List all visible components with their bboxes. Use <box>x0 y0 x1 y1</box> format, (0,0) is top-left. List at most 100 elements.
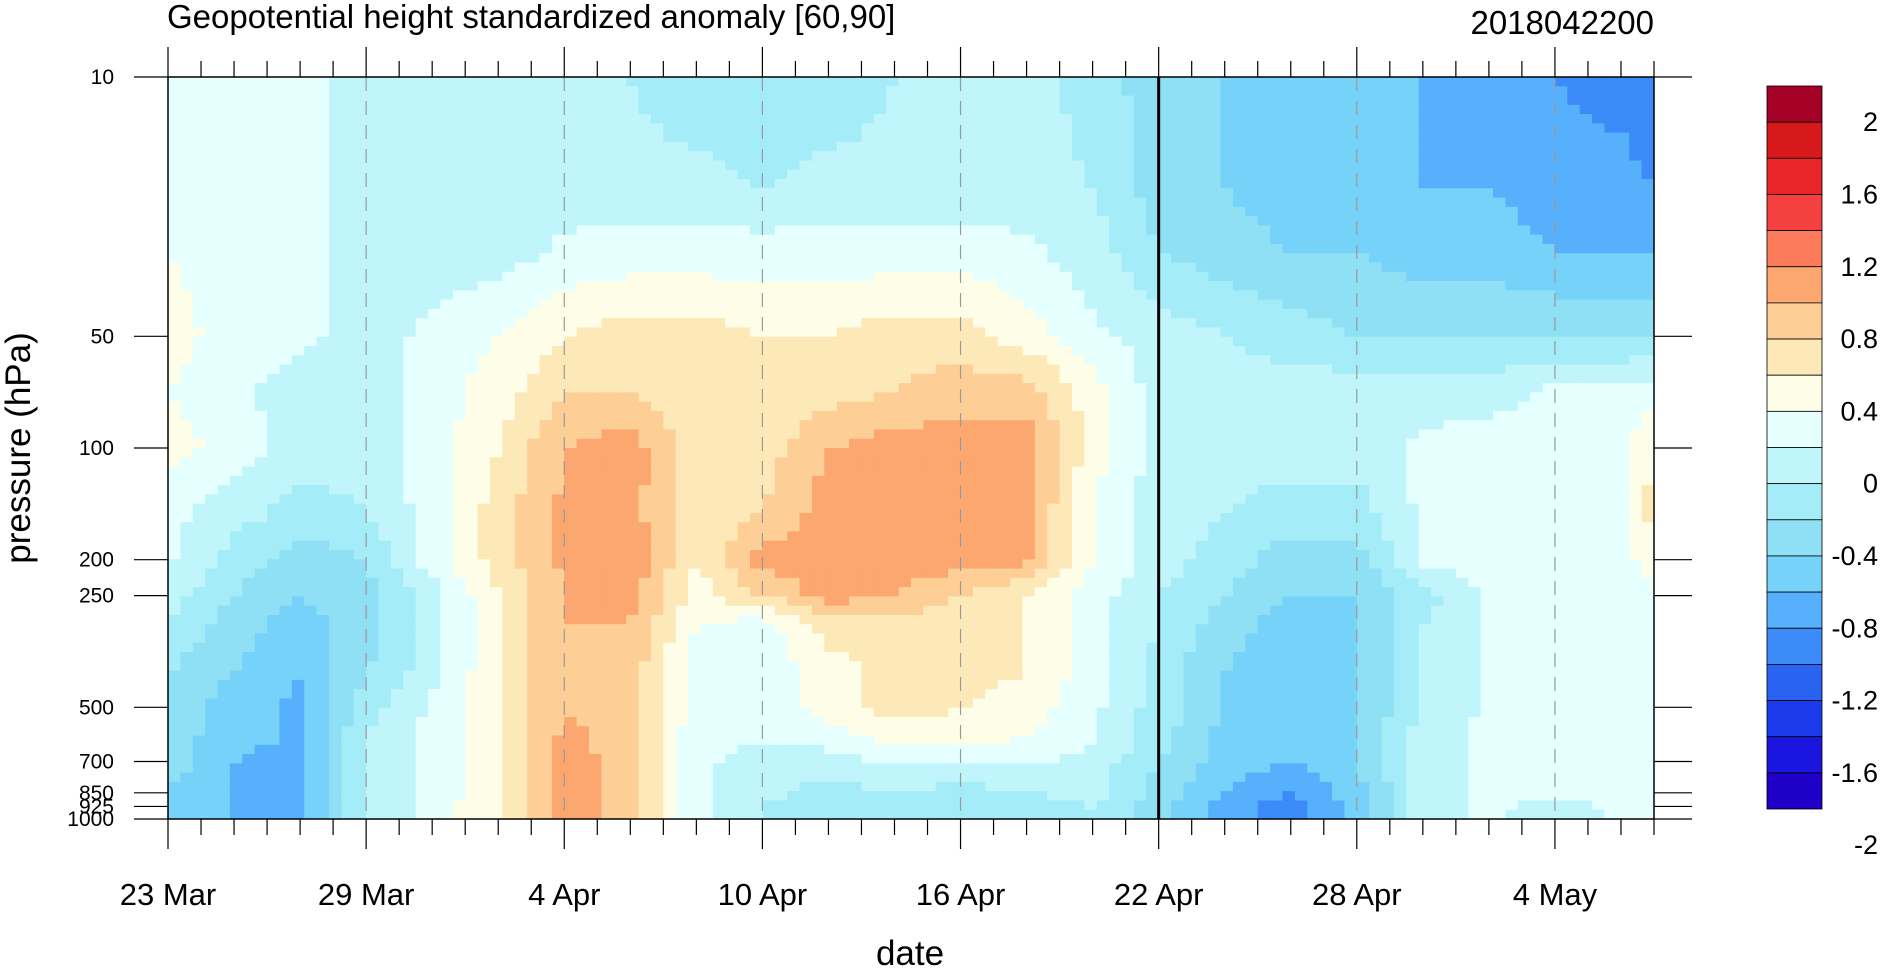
field-cell <box>948 169 962 180</box>
field-cell <box>1443 438 1457 449</box>
field-cell <box>576 169 590 180</box>
field-cell <box>254 318 268 329</box>
field-cell <box>1047 318 1061 329</box>
field-cell <box>1022 345 1036 356</box>
field-cell <box>242 345 256 356</box>
field-cell <box>1133 410 1147 421</box>
field-cell <box>551 197 565 208</box>
field-cell <box>787 197 801 208</box>
field-cell <box>1245 123 1259 134</box>
field-cell <box>1505 141 1519 152</box>
field-cell <box>774 364 788 375</box>
field-cell <box>638 429 652 440</box>
field-cell <box>1542 448 1556 458</box>
field-cell <box>712 123 726 134</box>
field-cell <box>849 225 863 236</box>
field-cell <box>1183 410 1197 421</box>
field-cell <box>1393 429 1407 440</box>
field-cell <box>700 253 714 264</box>
field-cell <box>601 132 615 143</box>
field-cell <box>1245 95 1259 106</box>
field-cell <box>898 401 912 412</box>
field-cell <box>601 114 615 124</box>
field-cell <box>1245 243 1259 254</box>
field-cell <box>985 429 999 440</box>
field-cell <box>1195 104 1209 115</box>
field-cell <box>1010 77 1024 87</box>
field-cell <box>1443 355 1457 366</box>
field-cell <box>1208 355 1222 366</box>
field-cell <box>428 299 442 310</box>
field-cell <box>886 243 900 254</box>
field-cell <box>774 438 788 449</box>
field-cell <box>341 420 355 431</box>
field-cell <box>1158 114 1172 124</box>
field-cell <box>589 262 603 273</box>
field-cell <box>787 457 801 468</box>
field-cell <box>601 151 615 162</box>
field-cell <box>551 410 565 421</box>
field-cell <box>192 169 206 180</box>
field-cell <box>1059 392 1073 403</box>
field-cell <box>1356 383 1370 393</box>
field-cell <box>1431 243 1445 254</box>
field-cell <box>452 188 466 199</box>
field-cell <box>737 225 751 236</box>
field-cell <box>1034 290 1048 301</box>
field-cell <box>873 114 887 124</box>
field-cell <box>353 216 367 226</box>
field-cell <box>1220 308 1234 319</box>
field-cell <box>514 420 528 431</box>
field-cell <box>316 179 330 189</box>
field-cell <box>861 336 875 347</box>
field-cell <box>576 197 590 208</box>
field-cell <box>1307 318 1321 329</box>
field-cell <box>700 243 714 254</box>
field-cell <box>1579 355 1593 366</box>
field-cell <box>390 179 404 189</box>
field-cell <box>886 373 900 384</box>
field-cell <box>539 262 553 273</box>
field-cell <box>688 281 702 291</box>
field-cell <box>638 151 652 162</box>
field-cell <box>1232 373 1246 384</box>
field-cell <box>1468 355 1482 366</box>
field-cell <box>898 420 912 431</box>
field-cell <box>489 77 503 87</box>
field-cell <box>465 345 479 356</box>
field-cell <box>1604 234 1618 245</box>
field-cell <box>1431 262 1445 273</box>
field-cell <box>700 169 714 180</box>
field-cell <box>1406 448 1420 458</box>
field-cell <box>675 271 689 282</box>
field-cell <box>1579 104 1593 115</box>
field-cell <box>1109 355 1123 366</box>
field-cell <box>477 77 491 87</box>
field-cell <box>1294 206 1308 217</box>
field-cell <box>985 373 999 384</box>
field-cell <box>1641 188 1654 199</box>
field-cell <box>366 253 380 264</box>
field-cell <box>1109 216 1123 226</box>
field-cell <box>1381 327 1395 338</box>
field-cell <box>1257 123 1271 134</box>
field-cell <box>1133 262 1147 273</box>
field-cell <box>811 243 825 254</box>
field-cell <box>613 234 627 245</box>
field-cell <box>1592 95 1606 106</box>
field-cell <box>489 114 503 124</box>
field-cell <box>997 401 1011 412</box>
field-cell <box>378 216 392 226</box>
field-cell <box>390 197 404 208</box>
field-cell <box>576 141 590 152</box>
field-cell <box>576 429 590 440</box>
field-cell <box>378 77 392 87</box>
field-cell <box>1133 169 1147 180</box>
field-cell <box>539 355 553 366</box>
field-cell <box>279 188 293 199</box>
field-cell <box>1369 132 1383 143</box>
field-cell <box>502 308 516 319</box>
field-cell <box>1332 401 1346 412</box>
field-cell <box>1356 179 1370 189</box>
field-cell <box>564 169 578 180</box>
